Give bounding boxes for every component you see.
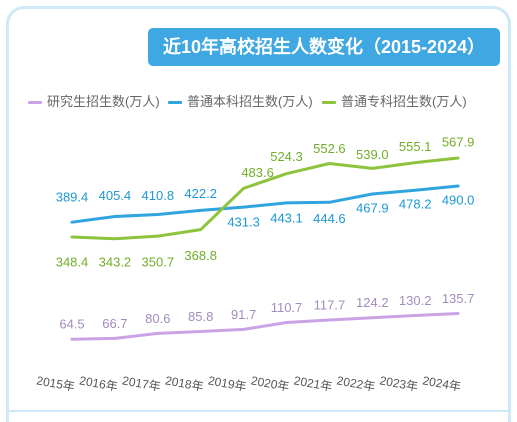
x-tick-label: 2023年 <box>379 373 420 394</box>
data-label-undergraduate: 405.4 <box>99 188 132 203</box>
legend-label-vocational: 普通专科招生数(万人) <box>341 94 467 109</box>
data-label-vocational: 552.6 <box>313 141 346 156</box>
data-label-graduate: 135.7 <box>442 291 475 306</box>
x-tick-label: 2024年 <box>421 373 462 394</box>
series-line-graduate <box>70 312 460 341</box>
series-line-undergraduate <box>70 184 460 224</box>
chart-title-banner: 近10年高校招生人数变化（2015-2024） <box>148 28 500 66</box>
data-label-graduate: 130.2 <box>399 293 432 308</box>
data-label-undergraduate: 410.8 <box>142 188 175 203</box>
data-label-vocational: 524.3 <box>270 149 303 164</box>
data-label-vocational: 539.0 <box>356 147 389 162</box>
data-label-graduate: 64.5 <box>59 317 84 332</box>
data-label-graduate: 85.8 <box>188 309 213 324</box>
legend-item-vocational: 普通专科招生数(万人) <box>322 94 467 110</box>
data-label-vocational: 567.9 <box>442 135 475 150</box>
chart-card <box>6 6 511 422</box>
x-tick-label: 2016年 <box>78 373 119 394</box>
legend-label-graduate: 研究生招生数(万人) <box>47 94 160 109</box>
series-line-vocational <box>70 156 460 241</box>
x-tick-label: 2015年 <box>35 373 76 394</box>
legend-swatch-vocational <box>322 100 336 104</box>
data-label-vocational: 555.1 <box>399 139 432 154</box>
data-label-undergraduate: 444.6 <box>313 211 346 226</box>
data-label-graduate: 80.6 <box>145 311 170 326</box>
data-label-undergraduate: 443.1 <box>270 210 303 225</box>
x-tick-label: 2017年 <box>121 373 162 394</box>
legend-label-undergraduate: 普通本科招生数(万人) <box>187 94 313 109</box>
data-label-graduate: 110.7 <box>271 300 303 315</box>
data-label-vocational: 348.4 <box>56 255 89 270</box>
legend-item-undergraduate: 普通本科招生数(万人) <box>168 94 313 110</box>
data-label-undergraduate: 467.9 <box>356 201 389 216</box>
x-tick-label: 2018年 <box>164 373 205 394</box>
x-tick-label: 2021年 <box>293 373 334 394</box>
legend-swatch-graduate <box>28 100 42 104</box>
x-tick-label: 2019年 <box>207 373 248 394</box>
legend-swatch-undergraduate <box>168 100 182 104</box>
card-bottom-divider <box>6 410 511 412</box>
data-label-graduate: 124.2 <box>356 295 389 310</box>
data-label-graduate: 66.7 <box>102 316 127 331</box>
legend-item-graduate: 研究生招生数(万人) <box>28 94 160 110</box>
data-label-vocational: 343.2 <box>99 254 132 269</box>
data-label-vocational: 350.7 <box>142 255 175 270</box>
data-label-vocational: 483.6 <box>241 165 274 180</box>
chart-title: 近10年高校招生人数变化（2015-2024） <box>163 37 486 57</box>
data-label-undergraduate: 478.2 <box>399 197 432 212</box>
data-label-undergraduate: 389.4 <box>56 190 89 205</box>
data-label-graduate: 91.7 <box>231 307 256 322</box>
data-label-undergraduate: 431.3 <box>227 215 260 230</box>
data-label-vocational: 368.8 <box>184 248 217 263</box>
x-tick-label: 2020年 <box>250 373 291 394</box>
x-tick-label: 2022年 <box>336 373 377 394</box>
data-label-undergraduate: 422.2 <box>184 186 217 201</box>
data-label-undergraduate: 490.0 <box>442 193 475 208</box>
data-label-graduate: 117.7 <box>314 298 346 313</box>
